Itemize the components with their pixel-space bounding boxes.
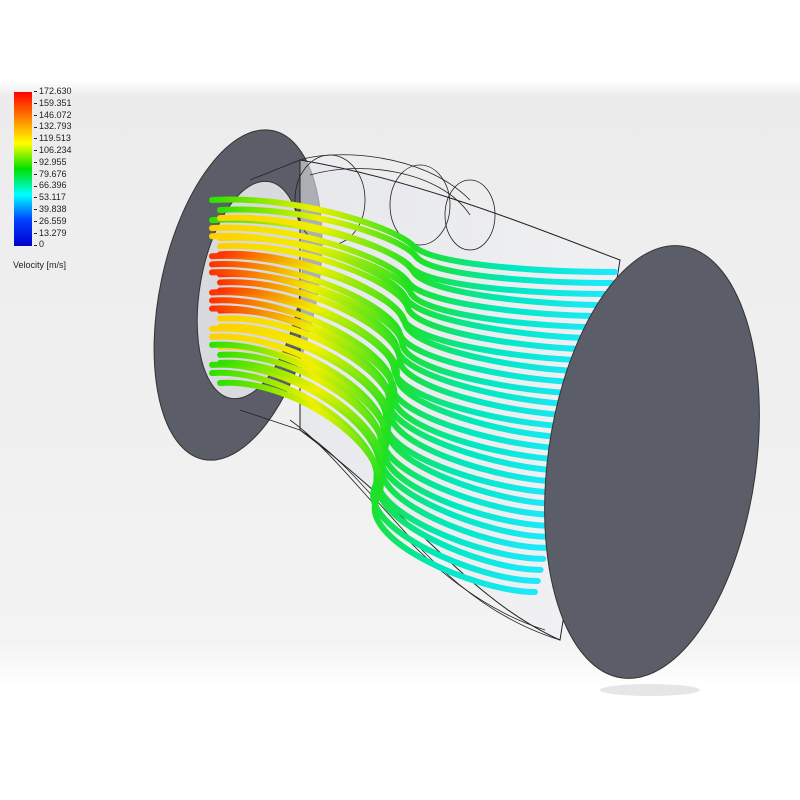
streamline bbox=[209, 369, 541, 584]
streamline bbox=[217, 279, 583, 419]
legend-tick: 0 bbox=[34, 239, 44, 249]
wireframe-edge bbox=[309, 168, 471, 216]
streamline bbox=[217, 250, 594, 375]
legend-tick: 106.234 bbox=[34, 145, 72, 155]
wireframe-edge bbox=[389, 164, 451, 246]
legend-tick: 159.351 bbox=[34, 98, 72, 108]
legend-tick: 172.630 bbox=[34, 86, 72, 96]
legend-title: Velocity [m/s] bbox=[13, 260, 67, 270]
streamline bbox=[209, 232, 602, 342]
wireframe-edge bbox=[444, 179, 496, 251]
wireframe-edge bbox=[249, 159, 301, 181]
outlet-flange-disk bbox=[544, 245, 760, 679]
legend-tick: 26.559 bbox=[34, 216, 67, 226]
legend-tick: 119.513 bbox=[34, 133, 71, 143]
legend-tick: 39.838 bbox=[34, 204, 67, 214]
streamline bbox=[217, 206, 616, 287]
legend-tick: 79.676 bbox=[34, 169, 67, 179]
streamline bbox=[209, 224, 607, 320]
streamline bbox=[217, 287, 577, 441]
streamline bbox=[217, 242, 599, 353]
streamlines bbox=[209, 196, 618, 595]
floor-shadow bbox=[600, 684, 700, 696]
streamline bbox=[217, 379, 538, 595]
legend-tick: 92.955 bbox=[34, 157, 67, 167]
wireframe-edge bbox=[299, 154, 471, 201]
legend-tick: 66.396 bbox=[34, 180, 67, 190]
streamline bbox=[209, 196, 618, 275]
legend-tick: 146.072 bbox=[34, 110, 72, 120]
legend-tick: 13.279 bbox=[34, 228, 67, 238]
streamline bbox=[209, 325, 563, 496]
streamline bbox=[217, 214, 610, 309]
legend-tick: 132.793 bbox=[34, 121, 72, 131]
color-scale-bar bbox=[14, 92, 32, 246]
legend-tick: 53.117 bbox=[34, 192, 66, 202]
streamline bbox=[217, 323, 561, 507]
streamline bbox=[217, 315, 566, 485]
wireframe-edge bbox=[239, 409, 301, 431]
